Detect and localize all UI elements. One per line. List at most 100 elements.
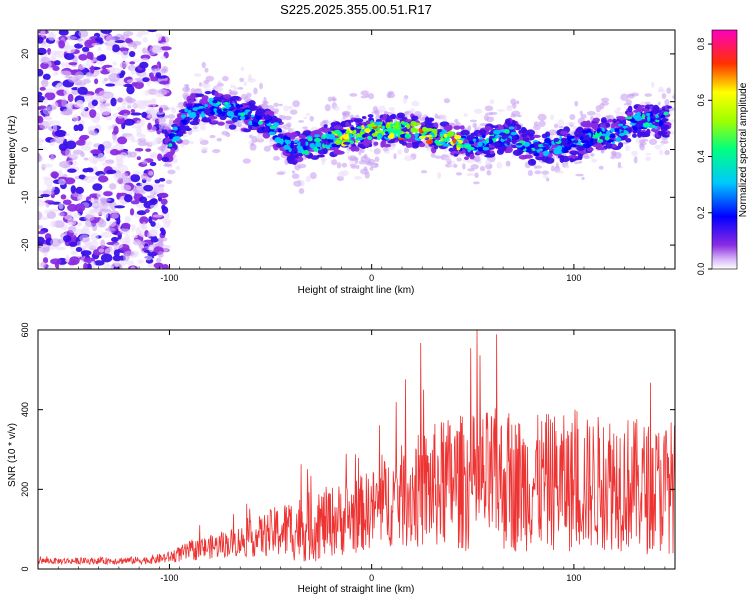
heatmap-cell xyxy=(623,129,627,135)
heatmap-cell xyxy=(443,156,452,162)
heatmap-cell xyxy=(85,242,93,249)
heatmap-cell xyxy=(456,157,462,162)
heatmap-cell xyxy=(42,120,54,127)
heatmap-cell xyxy=(348,132,353,139)
heatmap-cell xyxy=(286,122,292,128)
heatmap-cell xyxy=(589,138,594,143)
heatmap-cell xyxy=(64,40,70,50)
heatmap-cell xyxy=(138,230,145,237)
heatmap-cell xyxy=(374,109,380,116)
heatmap-cell xyxy=(158,177,166,182)
heatmap-cell xyxy=(309,115,315,122)
heatmap-cell xyxy=(501,135,507,140)
y-tick-label: 0 xyxy=(20,147,30,152)
heatmap-cell xyxy=(382,147,389,152)
heatmap-cell xyxy=(324,104,331,112)
heatmap-cell xyxy=(570,135,575,139)
heatmap-cell xyxy=(447,130,454,137)
heatmap-cell xyxy=(106,169,117,175)
heatmap-cell xyxy=(123,250,135,257)
heatmap-cell xyxy=(251,135,258,144)
heatmap-cell xyxy=(113,125,119,135)
heatmap-cell xyxy=(96,55,107,62)
heatmap-cell xyxy=(133,185,145,193)
heatmap-cell xyxy=(336,162,342,169)
heatmap-cell xyxy=(510,113,517,118)
heatmap-cell xyxy=(612,151,617,157)
heatmap-cell xyxy=(157,116,164,120)
heatmap-cell xyxy=(100,231,112,238)
heatmap-cell xyxy=(493,129,501,135)
heatmap-cell xyxy=(657,101,661,106)
heatmap-cell xyxy=(436,140,441,146)
heatmap-cell xyxy=(60,110,73,116)
heatmap-cell xyxy=(387,140,394,144)
heatmap-cell xyxy=(636,111,641,116)
heatmap-cell xyxy=(44,115,53,121)
heatmap-cell xyxy=(300,140,306,147)
heatmap-cell xyxy=(162,264,169,269)
heatmap-cell xyxy=(142,36,148,43)
heatmap-cell xyxy=(571,147,576,151)
heatmap-cell xyxy=(373,141,379,146)
heatmap-cell xyxy=(100,30,112,34)
heatmap-cell xyxy=(41,78,49,88)
heatmap-cell xyxy=(100,239,106,249)
heatmap-cell xyxy=(344,119,354,123)
heatmap-cell xyxy=(363,166,368,172)
heatmap-cell xyxy=(171,107,177,114)
heatmap-cell xyxy=(453,164,458,168)
heatmap-cell xyxy=(359,145,366,149)
heatmap-cell xyxy=(94,37,103,42)
heatmap-cell xyxy=(38,230,46,235)
heatmap-cell xyxy=(201,117,212,123)
heatmap-cells xyxy=(38,30,675,269)
y-tick-label: 400 xyxy=(20,402,30,417)
heatmap-cell xyxy=(403,96,408,104)
heatmap-cell xyxy=(122,83,134,88)
heatmap-cell xyxy=(108,221,117,227)
heatmap-cell xyxy=(123,113,128,118)
heatmap-cell xyxy=(144,89,150,96)
snr-panel: -100 0 100 0 200 400 600 Height of straight li… xyxy=(7,322,676,595)
heatmap-cell xyxy=(247,78,256,83)
heatmap-cell xyxy=(100,253,113,263)
heatmap-cell xyxy=(639,143,645,151)
heatmap-cell xyxy=(250,142,255,147)
heatmap-cell xyxy=(73,212,81,219)
heatmap-cell xyxy=(302,126,308,130)
heatmap-cell xyxy=(530,158,535,165)
heatmap-cell xyxy=(574,134,581,138)
heatmap-cell xyxy=(132,239,142,245)
heatmap-cell xyxy=(655,117,662,121)
heatmap-cell xyxy=(369,167,374,171)
heatmap-cell xyxy=(237,86,244,90)
heatmap-cell xyxy=(69,256,80,266)
heatmap-cell xyxy=(100,197,107,203)
heatmap-cell xyxy=(40,261,47,268)
heatmap-cell xyxy=(141,159,148,165)
heatmap-cell xyxy=(38,138,44,143)
heatmap-cell xyxy=(75,139,86,146)
heatmap-cell xyxy=(582,129,591,134)
heatmap-cell xyxy=(253,87,258,95)
heatmap-cell xyxy=(38,111,42,117)
heatmap-cell xyxy=(63,87,70,97)
heatmap-cell xyxy=(121,222,131,229)
heatmap-cell xyxy=(243,111,249,115)
heatmap-cell xyxy=(167,114,176,119)
heatmap-cell xyxy=(103,141,112,148)
snr-xlabel: Height of straight line (km) xyxy=(298,584,415,595)
heatmap-cell xyxy=(385,131,389,134)
heatmap-cell xyxy=(515,100,520,105)
heatmap-cell xyxy=(136,156,141,161)
heatmap-cell xyxy=(50,220,57,228)
heatmap-cell xyxy=(90,65,95,74)
heatmap-cell xyxy=(141,111,148,119)
heatmap-cell xyxy=(116,158,124,166)
heatmap-cell xyxy=(158,107,163,113)
heatmap-cell xyxy=(434,155,442,159)
heatmap-cell xyxy=(278,103,283,107)
heatmap-cell xyxy=(405,142,413,148)
heatmap-cell xyxy=(437,171,442,179)
